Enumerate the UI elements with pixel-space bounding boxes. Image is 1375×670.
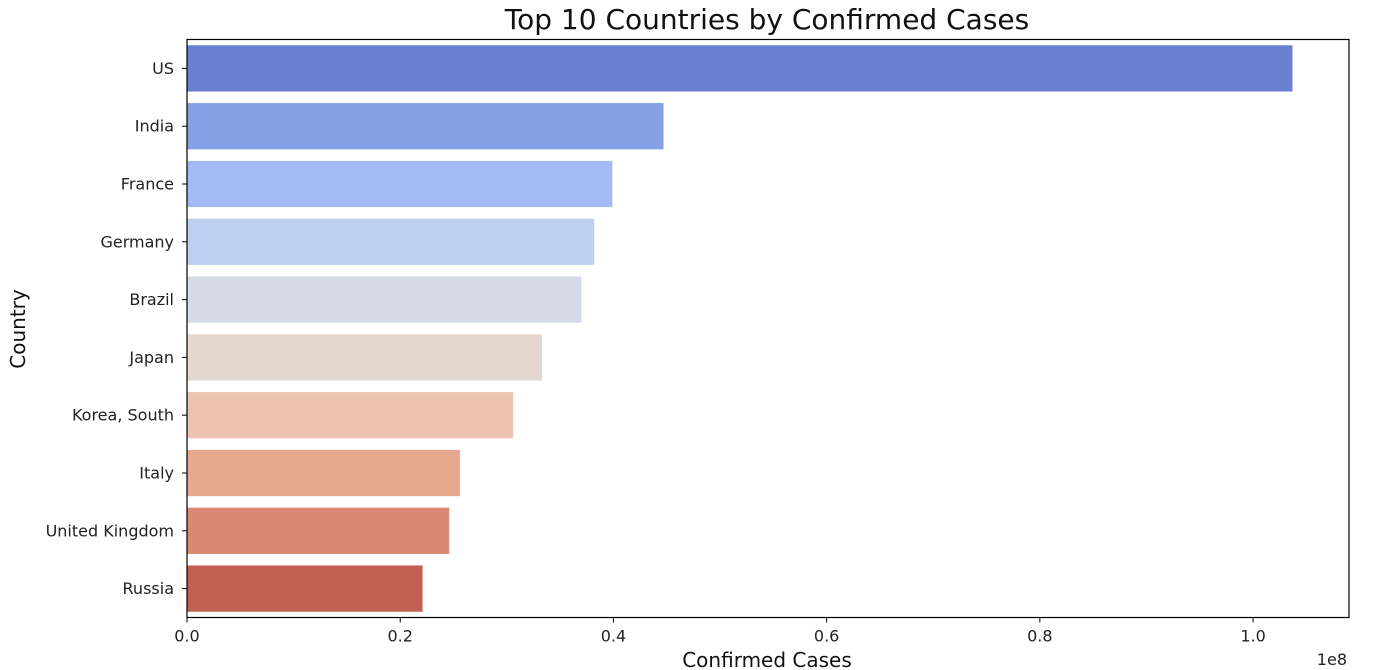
x-tick-label: 0.2 — [387, 627, 412, 646]
x-tick-label: 0.0 — [174, 627, 199, 646]
x-axis-offset-label: 1e8 — [1317, 650, 1347, 669]
y-tick-label: Italy — [139, 464, 174, 483]
y-tick-label: Korea, South — [72, 406, 174, 425]
bar-germany — [187, 218, 595, 265]
y-tick-label: US — [152, 59, 174, 78]
bar-italy — [187, 449, 460, 497]
x-tick-label: 1.0 — [1240, 627, 1265, 646]
y-tick-label: Japan — [128, 348, 174, 367]
x-axis-label: Confirmed Cases — [682, 648, 852, 670]
y-tick-label: Russia — [123, 579, 174, 598]
bar-japan — [187, 334, 542, 381]
x-axis-ticks: 0.0 0.2 0.4 0.6 0.8 1.0 — [174, 617, 1266, 646]
bar-united-kingdom — [187, 507, 450, 554]
y-tick-label: Germany — [100, 232, 174, 251]
x-tick-label: 0.4 — [601, 627, 626, 646]
y-axis-label: Country — [6, 289, 30, 369]
bar-us — [187, 45, 1293, 92]
bar-russia — [187, 565, 423, 612]
bar-korea-south — [187, 392, 514, 439]
y-tick-label: France — [121, 175, 174, 194]
bar-brazil — [187, 276, 582, 323]
y-tick-label: United Kingdom — [46, 521, 174, 540]
bar-india — [187, 103, 664, 150]
bar-france — [187, 160, 613, 208]
x-tick-label: 0.8 — [1027, 627, 1052, 646]
x-tick-label: 0.6 — [814, 627, 839, 646]
y-axis-ticks: US India France Germany Brazil Japan Korea, So… — [46, 59, 187, 598]
y-tick-label: Brazil — [129, 290, 174, 309]
plot-frame — [186, 38, 1350, 619]
chart-title: Top 10 Countries by Confirmed Cases — [504, 3, 1029, 36]
y-tick-label: India — [135, 117, 174, 136]
bars-group — [187, 45, 1293, 612]
